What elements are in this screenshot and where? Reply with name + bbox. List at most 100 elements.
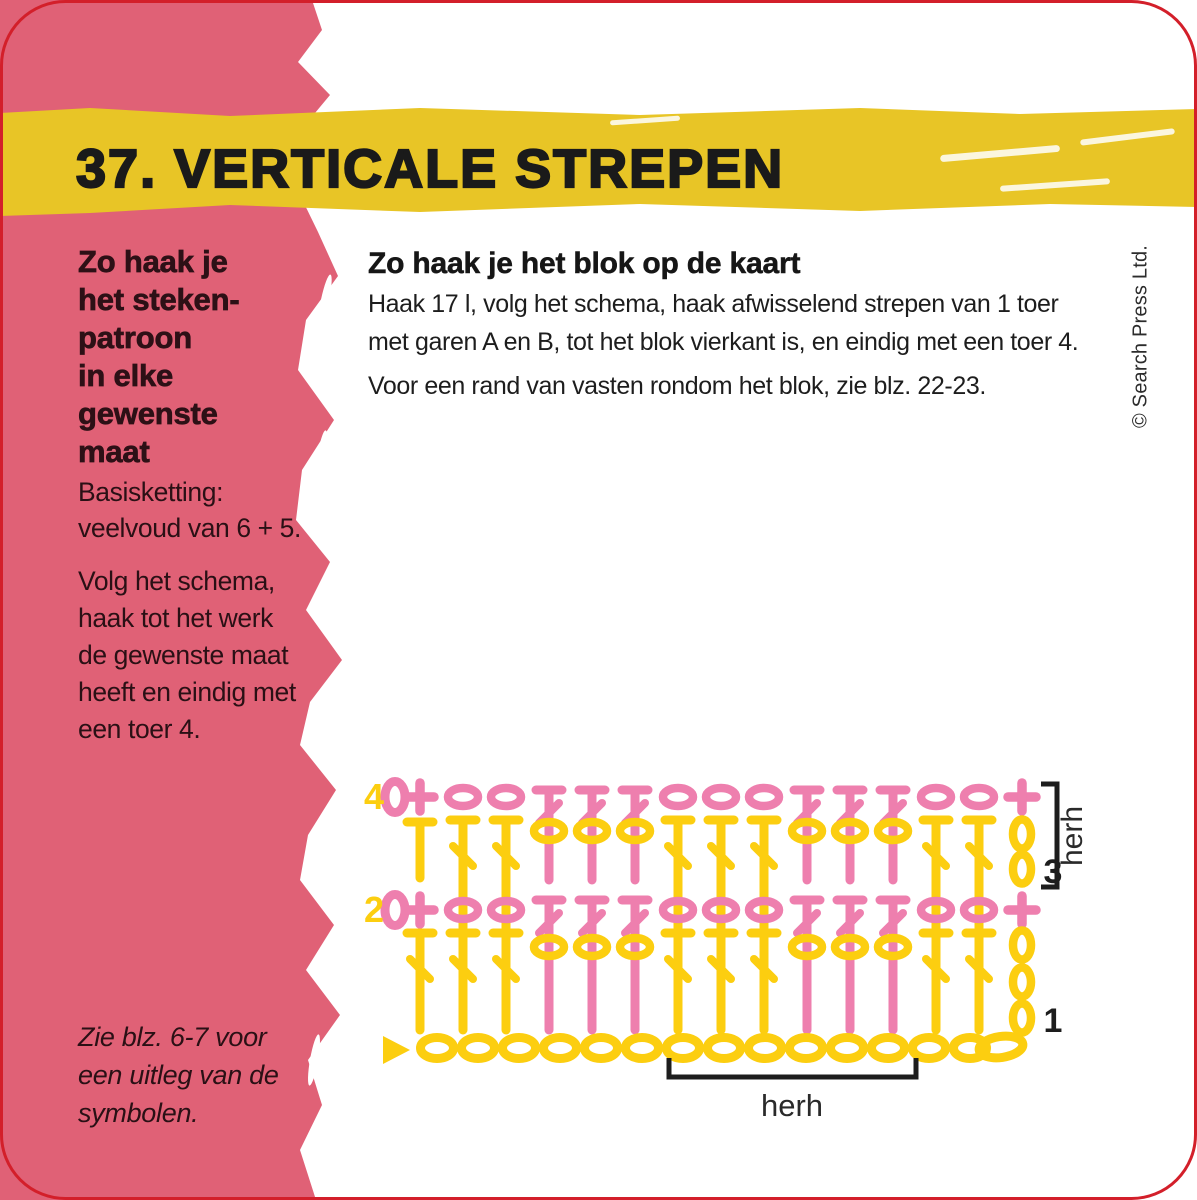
chain-symbol: [916, 783, 956, 811]
chain-symbol: [830, 933, 870, 961]
sidebar-symbols-note: Zie blz. 6-7 voor een uitleg van de symb…: [78, 1018, 279, 1132]
repeat-label: herh: [761, 1088, 823, 1123]
turning-chain-symbol: [1008, 999, 1036, 1037]
sidebar-text-line: haak tot het werk: [78, 603, 274, 633]
sidebar-heading-line: in elke: [78, 358, 174, 394]
chain-symbol: [539, 1033, 581, 1063]
chain-symbol: [744, 896, 784, 924]
double-crochet-symbol: [750, 842, 778, 870]
chain-symbol: [949, 1033, 991, 1063]
sidebar-note-line: symbolen.: [78, 1098, 199, 1128]
double-crochet-symbol: [621, 909, 649, 937]
chain-symbol: [416, 1033, 458, 1063]
block-instructions: Haak 17 l, volg het schema, haak afwisse…: [368, 285, 1079, 361]
double-crochet-symbol: [922, 842, 950, 870]
chain-symbol: [498, 1033, 540, 1063]
chain-symbol: [830, 817, 870, 845]
chain-symbol: [486, 896, 526, 924]
double-crochet-symbol: [664, 842, 692, 870]
chain-symbol: [572, 817, 612, 845]
chain-symbol: [662, 1033, 704, 1063]
double-crochet-symbol: [406, 955, 434, 983]
chain-symbol: [658, 896, 698, 924]
row-number-label: 2: [364, 889, 384, 930]
chain-symbol: [703, 1033, 745, 1063]
chain-symbol: [572, 933, 612, 961]
double-crochet-symbol: [707, 842, 735, 870]
sidebar-heading-line: het steken-: [78, 282, 240, 318]
chain-symbol: [443, 896, 483, 924]
chain-symbol: [744, 1033, 786, 1063]
chain-symbol: [826, 1033, 868, 1063]
chain-symbol: [873, 933, 913, 961]
sidebar-note-line: een uitleg van de: [78, 1060, 279, 1090]
sidebar-heading-line: Zo haak je: [78, 244, 229, 280]
sidebar-heading: Zo haak je het steken- patroon in elke g…: [78, 243, 240, 471]
double-crochet-symbol: [492, 955, 520, 983]
turning-chain-symbol: [1008, 815, 1036, 853]
row-number-label: 4: [364, 776, 384, 817]
page-title: 37. VERTICALE STREPEN: [75, 138, 785, 200]
double-crochet-symbol: [965, 955, 993, 983]
chain-symbol: [867, 1033, 909, 1063]
double-crochet-symbol: [707, 955, 735, 983]
sidebar-heading-line: maat: [78, 434, 150, 470]
sidebar-heading-line: gewenste: [78, 396, 219, 432]
chain-symbol: [873, 817, 913, 845]
repeat-label: herh: [1056, 806, 1089, 866]
start-triangle-symbol: [383, 1036, 410, 1064]
sidebar-note-line: Zie blz. 6-7 voor: [78, 1022, 267, 1052]
chain-symbol: [529, 817, 569, 845]
row-number-label: 1: [1044, 1002, 1063, 1040]
chain-symbol: [580, 1033, 622, 1063]
chain-symbol: [916, 896, 956, 924]
sidebar-text-line: veelvoud van 6 + 5.: [78, 513, 301, 543]
chain-symbol: [615, 933, 655, 961]
double-crochet-symbol: [922, 955, 950, 983]
instruction-line: met garen A en B, tot het blok vierkant …: [368, 328, 1079, 356]
chain-symbol: [908, 1033, 950, 1063]
chain-symbol: [621, 1033, 663, 1063]
sidebar-text-line: Volg het schema,: [78, 566, 275, 596]
chain-symbol: [974, 1031, 1028, 1063]
sidebar-text-line: heeft en eindig met: [78, 677, 296, 707]
double-crochet-symbol: [879, 909, 907, 937]
chain-symbol: [787, 933, 827, 961]
pink-brush-column: [0, 0, 342, 1200]
double-crochet-symbol: [664, 955, 692, 983]
double-crochet-symbol: [492, 842, 520, 870]
sidebar-text-line: een toer 4.: [78, 714, 201, 744]
chain-symbol: [787, 817, 827, 845]
chain-symbol: [701, 896, 741, 924]
chain-symbol: [785, 1033, 827, 1063]
double-crochet-symbol: [535, 909, 563, 937]
sidebar-text-line: de gewenste maat: [78, 640, 289, 670]
instruction-line: Haak 17 l, volg het schema, haak afwisse…: [368, 290, 1059, 318]
sidebar-heading-line: patroon: [78, 320, 193, 356]
repeat-bracket-right: [1041, 781, 1060, 890]
chain-symbol: [443, 783, 483, 811]
chain-symbol: [959, 783, 999, 811]
sidebar-text-line: Basisketting:: [78, 477, 224, 507]
chain-symbol: [486, 783, 526, 811]
chain-symbol: [529, 933, 569, 961]
turning-chain-symbol: [1008, 963, 1036, 1001]
double-crochet-symbol: [449, 842, 477, 870]
yellow-title-band: [0, 108, 1197, 216]
double-crochet-symbol: [750, 955, 778, 983]
double-crochet-symbol: [578, 909, 606, 937]
band-brush-streaks: [610, 115, 1175, 192]
double-crochet-symbol: [836, 909, 864, 937]
double-crochet-symbol: [793, 909, 821, 937]
chain-symbol: [701, 783, 741, 811]
border-note: Voor een rand van vasten rondom het blok…: [368, 372, 986, 400]
copyright-credit: © Search Press Ltd.: [1129, 244, 1152, 429]
sidebar-basis-chain-note: Basisketting: veelvoud van 6 + 5.: [78, 474, 301, 546]
chain-symbol: [457, 1033, 499, 1063]
double-crochet-symbol: [449, 955, 477, 983]
sidebar-instructions: Volg het schema, haak tot het werk de ge…: [78, 563, 296, 748]
turning-chain-symbol: [1008, 850, 1036, 888]
